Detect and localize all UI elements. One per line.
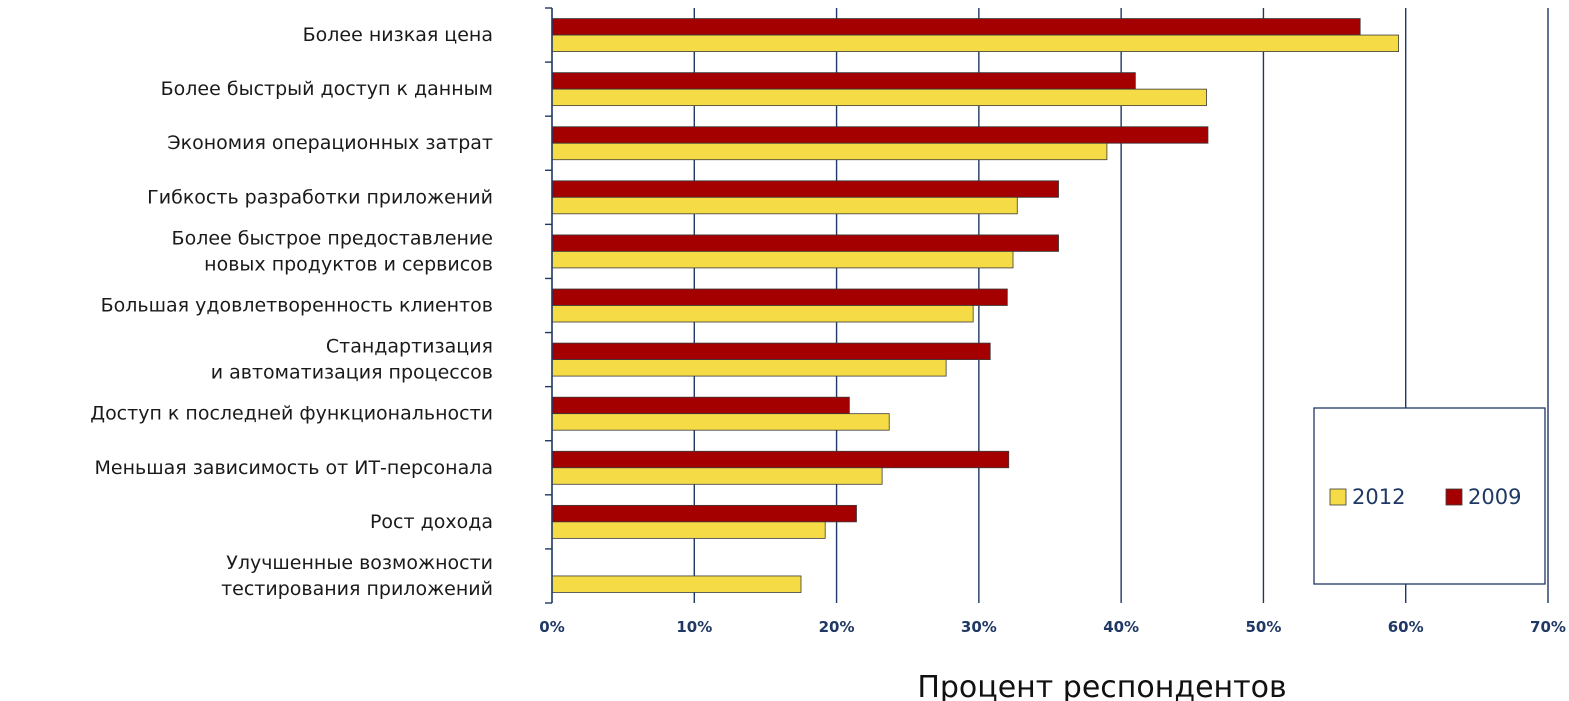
bar-2012 xyxy=(551,196,1018,215)
bar-2012 xyxy=(551,359,947,377)
bar-2009 xyxy=(551,450,1010,469)
x-tick-label: 10% xyxy=(676,618,712,636)
category-label: Доступ к последней функциональности xyxy=(90,403,493,425)
category-label: Меньшая зависимость от ИТ-персонала xyxy=(95,457,494,479)
x-tick-label: 40% xyxy=(1103,618,1139,636)
bar-2012 xyxy=(551,467,883,485)
bar-2009 xyxy=(551,72,1136,90)
category-label: Экономия операционных затрат xyxy=(167,132,493,154)
bar-2012 xyxy=(551,305,974,323)
bar-2009 xyxy=(551,342,991,360)
bar-2009 xyxy=(551,288,1008,306)
x-tick-label: 60% xyxy=(1388,618,1424,636)
legend-swatch-2012 xyxy=(1329,488,1347,506)
category-label: Улучшенные возможности xyxy=(226,552,493,574)
category-label: Стандартизация xyxy=(326,336,493,358)
category-label: Гибкость разработки приложений xyxy=(147,186,493,208)
legend-label-2009: 2009 xyxy=(1468,485,1521,509)
x-tick-label: 50% xyxy=(1245,618,1281,636)
bar-2012 xyxy=(551,413,890,431)
bar-2009 xyxy=(551,504,857,523)
category-label: новых продуктов и сервисов xyxy=(204,253,493,275)
category-labels: Более низкая цена Более быстрый доступ к … xyxy=(90,24,493,600)
x-tick-labels: 0% 10% 20% 30% 40% 50% 60% 70% xyxy=(539,618,1566,636)
category-label: Более быстрое предоставление xyxy=(172,227,493,249)
bar-2009 xyxy=(551,18,1361,36)
legend: 2012 2009 xyxy=(1313,407,1546,585)
bar-2012 xyxy=(551,88,1207,107)
legend-swatch-2009 xyxy=(1445,488,1463,506)
bar-2009 xyxy=(551,396,850,415)
x-tick-label: 0% xyxy=(539,618,564,636)
x-tick-label: 30% xyxy=(961,618,997,636)
x-tick-label: 70% xyxy=(1530,618,1566,636)
bar-2012 xyxy=(551,575,802,593)
legend-label-2012: 2012 xyxy=(1352,485,1405,509)
y-axis xyxy=(545,7,553,604)
bar-2009 xyxy=(551,180,1059,198)
category-label: Более низкая цена xyxy=(303,24,493,46)
bar-2009 xyxy=(551,126,1209,144)
bar-2012 xyxy=(551,521,826,539)
category-label: и автоматизация процессов xyxy=(211,362,493,384)
x-axis-title: Процент респондентов xyxy=(917,670,1286,701)
bars xyxy=(551,18,1399,593)
category-label: Рост дохода xyxy=(370,511,493,533)
legend-box xyxy=(1313,407,1546,585)
bar-2012 xyxy=(551,34,1399,52)
x-tick-label: 20% xyxy=(819,618,855,636)
category-label: Большая удовлетворенность клиентов xyxy=(101,295,493,317)
category-label: Более быстрый доступ к данным xyxy=(161,78,493,100)
bar-2009 xyxy=(551,234,1059,252)
category-label: тестирования приложений xyxy=(221,578,493,600)
bar-2012 xyxy=(551,251,1014,269)
bar-2012 xyxy=(551,142,1108,161)
